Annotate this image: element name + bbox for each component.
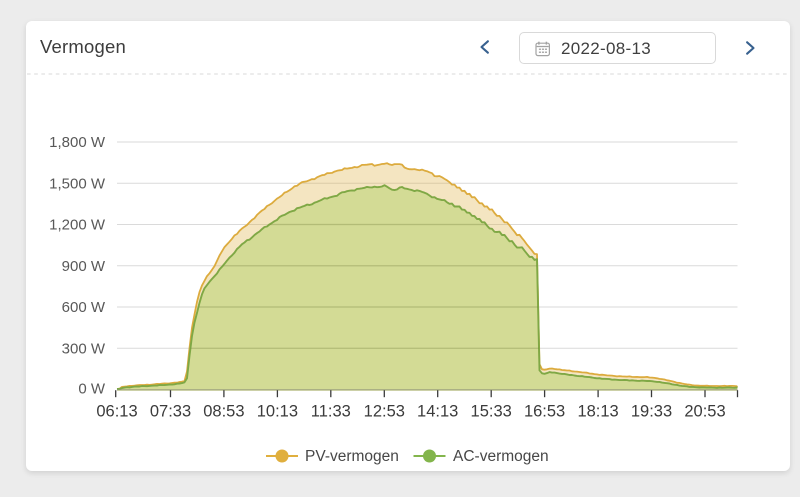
svg-text:1,800 W: 1,800 W [49, 134, 106, 151]
svg-text:11:33: 11:33 [311, 402, 351, 420]
svg-text:12:53: 12:53 [364, 402, 405, 420]
svg-text:PV-vermogen: PV-vermogen [305, 448, 399, 465]
svg-text:300 W: 300 W [62, 340, 106, 357]
svg-text:10:13: 10:13 [257, 402, 298, 420]
svg-text:18:13: 18:13 [577, 402, 618, 420]
svg-text:900 W: 900 W [62, 258, 106, 275]
svg-text:07:33: 07:33 [150, 402, 191, 420]
svg-text:19:33: 19:33 [631, 402, 672, 420]
svg-text:15:33: 15:33 [471, 402, 512, 420]
svg-text:0 W: 0 W [78, 381, 106, 398]
svg-text:AC-vermogen: AC-vermogen [453, 448, 549, 465]
svg-text:600 W: 600 W [62, 299, 106, 316]
svg-text:08:53: 08:53 [203, 402, 244, 420]
svg-text:06:13: 06:13 [96, 402, 137, 420]
svg-text:1,500 W: 1,500 W [49, 175, 106, 192]
svg-text:16:53: 16:53 [524, 402, 565, 420]
svg-text:20:53: 20:53 [684, 402, 725, 420]
svg-text:1,200 W: 1,200 W [49, 217, 106, 234]
svg-text:14:13: 14:13 [417, 402, 458, 420]
